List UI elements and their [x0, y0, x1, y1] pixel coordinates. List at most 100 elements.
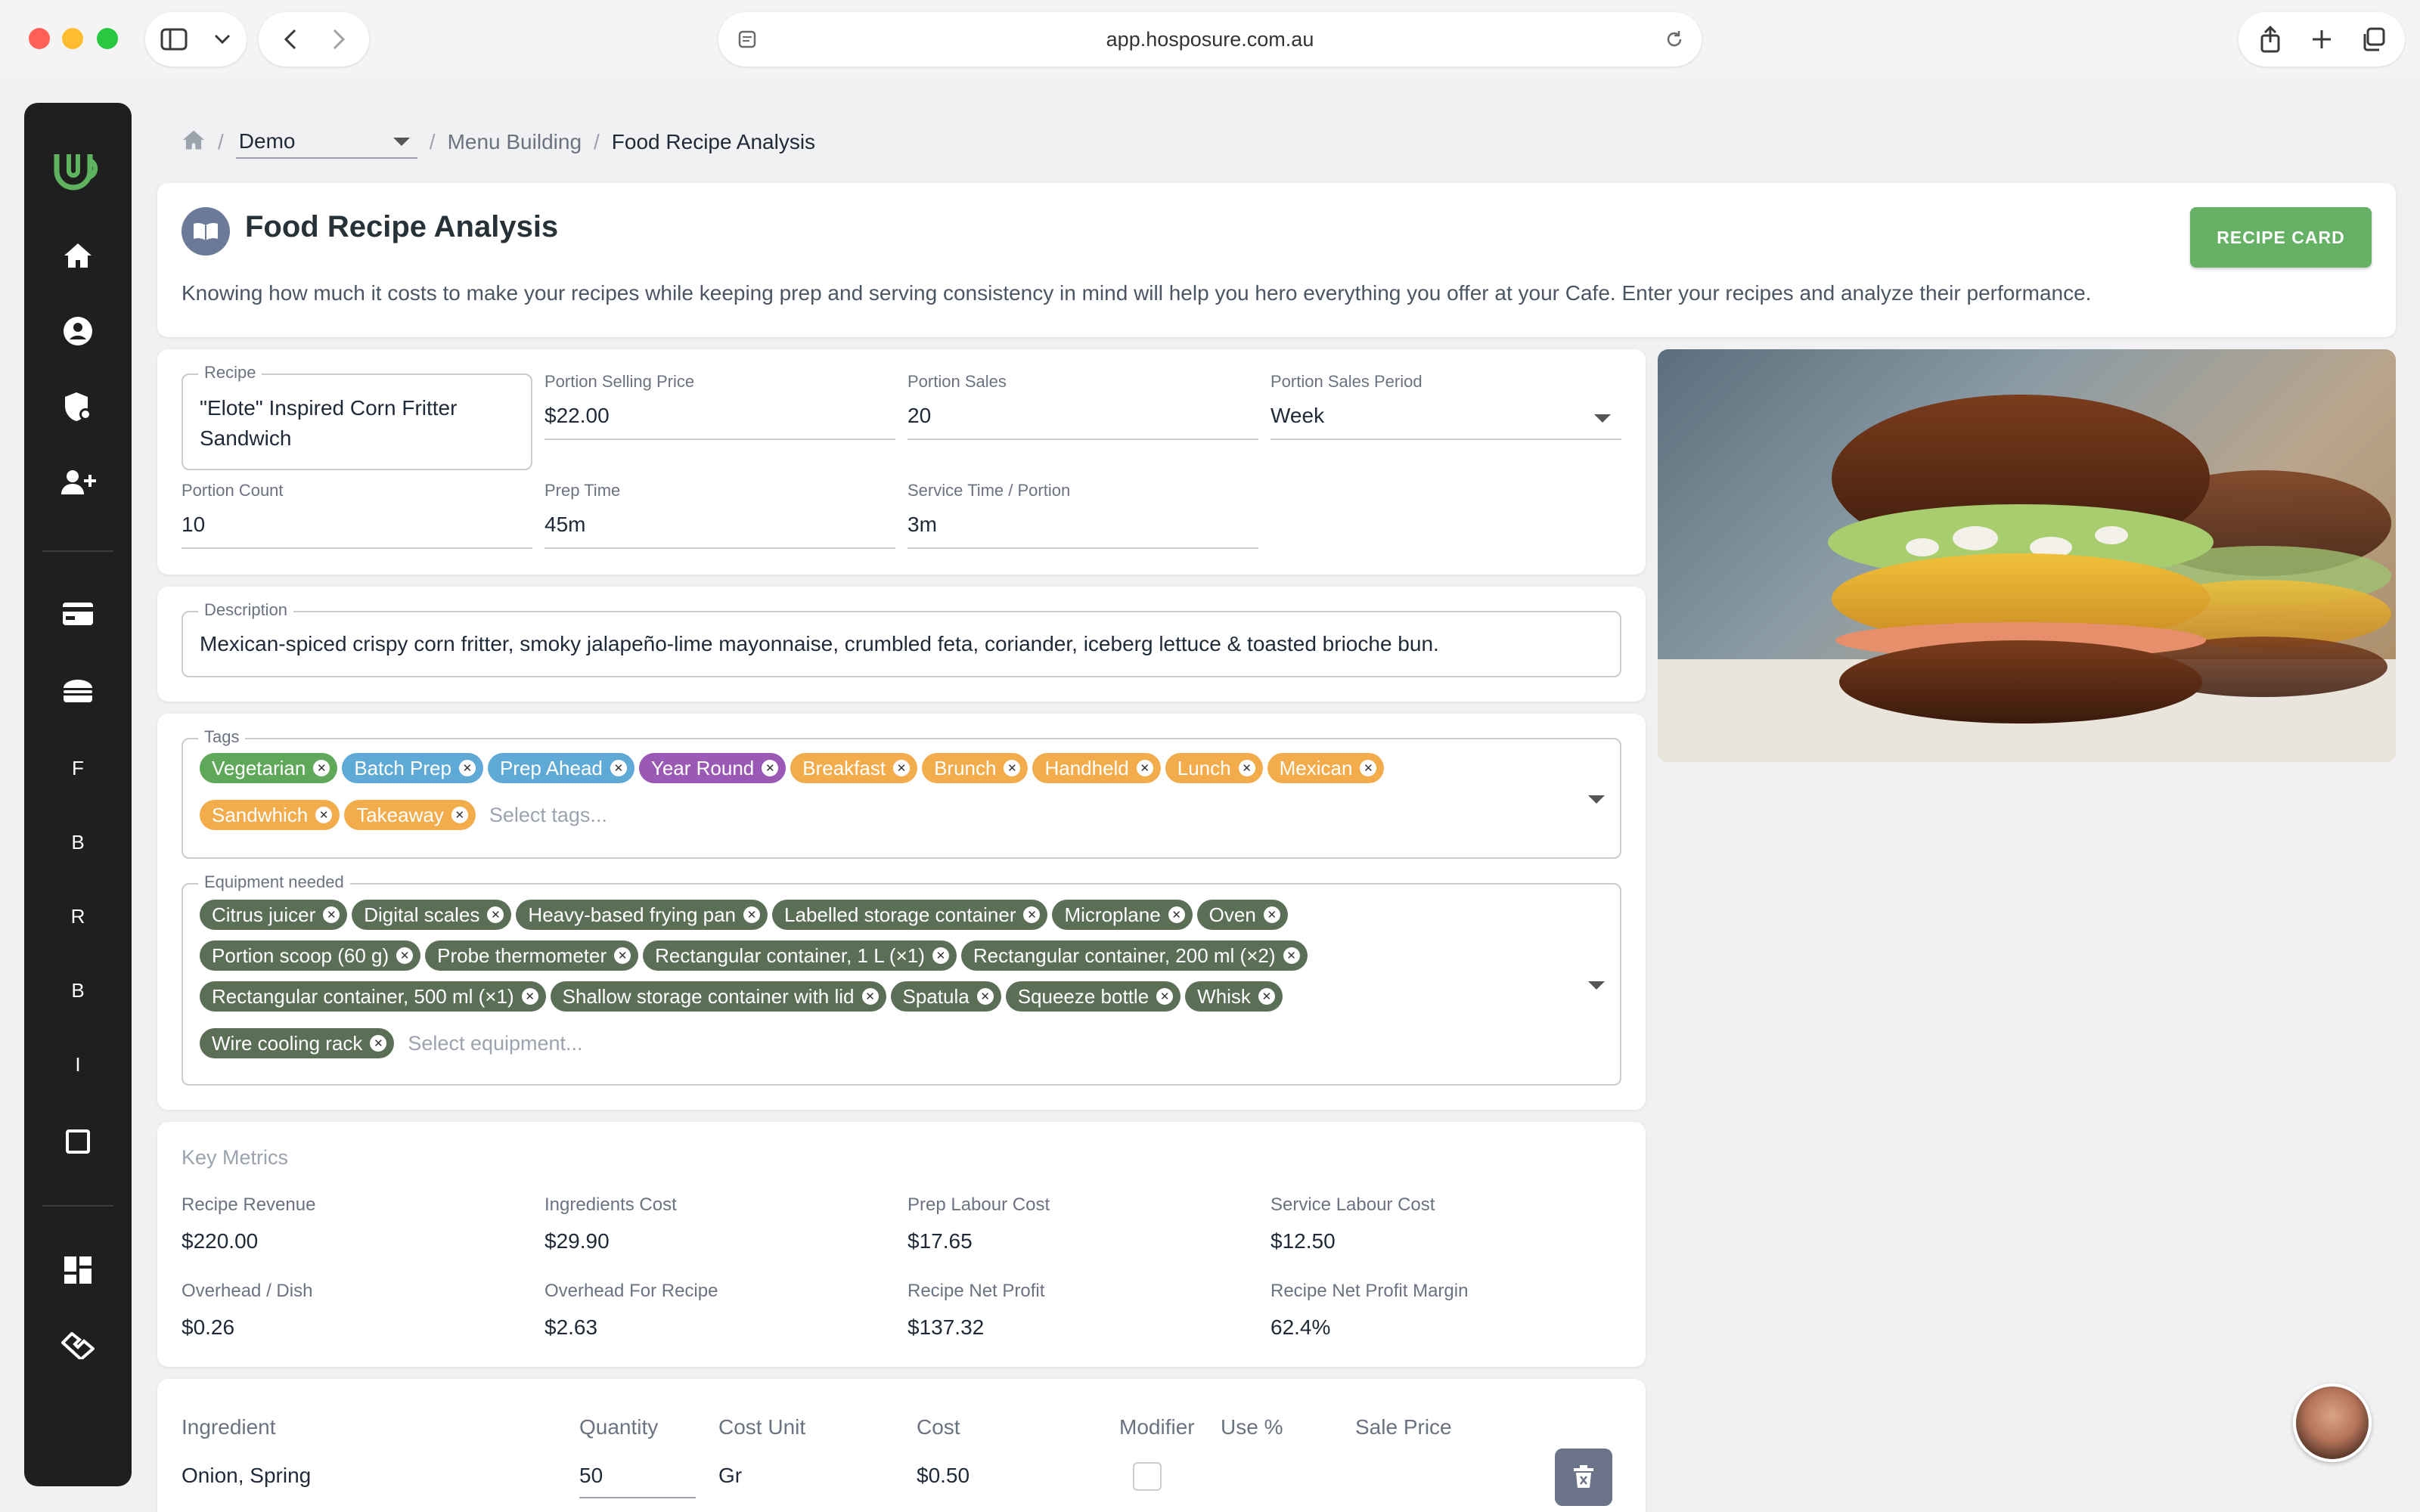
portion-count-field[interactable]: Portion Count 10	[182, 481, 532, 549]
close-window-button[interactable]	[29, 28, 50, 49]
modifier-checkbox[interactable]	[1133, 1462, 1162, 1491]
close-icon[interactable]: ✕	[932, 947, 949, 964]
recipe-card-button[interactable]: RECIPE CARD	[2190, 207, 2372, 268]
sidebar-item-b-2[interactable]: B	[71, 978, 85, 1002]
close-icon[interactable]: ✕	[323, 906, 340, 923]
sidebar-item-r[interactable]: R	[70, 904, 85, 928]
tags-select[interactable]: Tags Vegetarian ✕ Batch Prep ✕ Prep Ahead ✕…	[182, 727, 1621, 859]
payment-card-icon[interactable]	[24, 591, 132, 637]
tag-chip[interactable]: Batch Prep ✕	[342, 753, 483, 783]
equipment-chip[interactable]: Whisk ✕	[1185, 981, 1283, 1012]
address-bar[interactable]: app.hosposure.com.au	[718, 12, 1702, 67]
close-icon[interactable]: ✕	[1156, 988, 1174, 1005]
close-icon[interactable]: ✕	[743, 906, 761, 923]
close-icon[interactable]: ✕	[458, 760, 476, 776]
equipment-chip[interactable]: Labelled storage container ✕	[772, 900, 1048, 930]
equipment-chip[interactable]: Rectangular container, 500 ml (×1) ✕	[200, 981, 546, 1012]
close-icon[interactable]: ✕	[861, 988, 879, 1005]
app-logo-icon[interactable]	[24, 133, 132, 206]
equipment-chip[interactable]: Citrus juicer ✕	[200, 900, 348, 930]
equipment-chip[interactable]: Spatula ✕	[890, 981, 1001, 1012]
sidebar-toggle-icon[interactable]	[159, 24, 189, 54]
chevron-down-icon[interactable]	[207, 24, 237, 54]
portion-selling-price-field[interactable]: Portion Selling Price $22.00	[544, 372, 895, 440]
shield-lock-icon[interactable]	[24, 384, 132, 429]
portion-sales-period-select[interactable]: Portion Sales Period Week	[1270, 372, 1621, 440]
prep-time-field[interactable]: Prep Time 45m	[544, 481, 895, 549]
chevron-down-icon[interactable]	[1588, 981, 1605, 990]
support-chat-avatar[interactable]	[2293, 1383, 2372, 1462]
home-breadcrumb-icon[interactable]	[182, 129, 206, 156]
close-icon[interactable]: ✕	[396, 947, 414, 964]
tag-chip[interactable]: Prep Ahead ✕	[487, 753, 634, 783]
sidebar-item-b[interactable]: B	[71, 830, 85, 854]
ingredient-quantity-input[interactable]: 50	[579, 1464, 696, 1498]
close-icon[interactable]: ✕	[893, 760, 911, 776]
equipment-chip[interactable]: Wire cooling rack ✕	[200, 1028, 395, 1058]
equipment-chip[interactable]: Probe thermometer ✕	[425, 940, 639, 971]
equipment-placeholder[interactable]: Select equipment...	[408, 1031, 583, 1055]
close-icon[interactable]: ✕	[614, 947, 631, 964]
close-icon[interactable]: ✕	[1360, 760, 1377, 776]
tag-chip[interactable]: Breakfast ✕	[790, 753, 918, 783]
tag-chip[interactable]: Takeaway ✕	[344, 800, 476, 830]
page-settings-icon[interactable]	[734, 26, 761, 53]
square-icon[interactable]	[24, 1119, 132, 1164]
close-icon[interactable]: ✕	[315, 807, 333, 823]
add-user-icon[interactable]	[24, 460, 132, 505]
ingredient-cost-unit[interactable]: Gr	[718, 1464, 743, 1487]
tag-chip[interactable]: Mexican ✕	[1267, 753, 1385, 783]
forward-arrow-icon[interactable]	[324, 24, 354, 54]
equipment-select[interactable]: Equipment needed Citrus juicer ✕ Digital …	[182, 872, 1621, 1086]
tag-chip[interactable]: Lunch ✕	[1165, 753, 1263, 783]
venue-select[interactable]: Demo	[235, 125, 417, 159]
tag-chip[interactable]: Brunch ✕	[922, 753, 1028, 783]
close-icon[interactable]: ✕	[1258, 988, 1275, 1005]
ingredient-name[interactable]: Onion, Spring	[182, 1464, 312, 1487]
equipment-chip[interactable]: Heavy-based frying pan ✕	[516, 900, 768, 930]
close-icon[interactable]: ✕	[521, 988, 538, 1005]
close-icon[interactable]: ✕	[487, 906, 504, 923]
tag-chip[interactable]: Vegetarian ✕	[200, 753, 338, 783]
tag-chip[interactable]: Handheld ✕	[1032, 753, 1161, 783]
equipment-chip[interactable]: Portion scoop (60 g) ✕	[200, 940, 421, 971]
close-icon[interactable]: ✕	[1168, 906, 1185, 923]
breadcrumb-menu-building[interactable]: Menu Building	[447, 130, 582, 153]
close-icon[interactable]: ✕	[451, 807, 468, 823]
equipment-chip[interactable]: Shallow storage container with lid ✕	[550, 981, 886, 1012]
close-icon[interactable]: ✕	[313, 760, 330, 776]
sidebar-item-f[interactable]: F	[72, 756, 84, 779]
service-time-field[interactable]: Service Time / Portion 3m	[908, 481, 1258, 549]
back-arrow-icon[interactable]	[275, 24, 306, 54]
recipe-name-field[interactable]: Recipe "Elote" Inspired Corn Fritter San…	[182, 363, 532, 470]
equipment-chip[interactable]: Digital scales ✕	[352, 900, 512, 930]
tags-placeholder[interactable]: Select tags...	[489, 803, 607, 826]
close-icon[interactable]: ✕	[1283, 947, 1300, 964]
tag-chip[interactable]: Year Round ✕	[638, 753, 786, 783]
reload-icon[interactable]	[1661, 26, 1688, 53]
close-icon[interactable]: ✕	[762, 760, 779, 776]
close-icon[interactable]: ✕	[1136, 760, 1153, 776]
close-icon[interactable]: ✕	[610, 760, 627, 776]
minimize-window-button[interactable]	[62, 28, 83, 49]
close-icon[interactable]: ✕	[1023, 906, 1041, 923]
close-icon[interactable]: ✕	[370, 1035, 387, 1052]
burger-icon[interactable]	[24, 668, 132, 714]
handshake-icon[interactable]	[24, 1323, 132, 1368]
maximize-window-button[interactable]	[97, 28, 118, 49]
tab-overview-icon[interactable]	[2356, 23, 2390, 56]
portion-sales-field[interactable]: Portion Sales 20	[908, 372, 1258, 440]
equipment-chip[interactable]: Squeeze bottle ✕	[1005, 981, 1181, 1012]
chevron-down-icon[interactable]	[1588, 795, 1605, 804]
equipment-chip[interactable]: Oven ✕	[1196, 900, 1288, 930]
close-icon[interactable]: ✕	[1263, 906, 1280, 923]
new-tab-icon[interactable]	[2305, 23, 2338, 56]
equipment-chip[interactable]: Microplane ✕	[1052, 900, 1193, 930]
delete-ingredient-button[interactable]	[1555, 1448, 1612, 1506]
description-field[interactable]: Description Mexican-spiced crispy corn f…	[182, 600, 1621, 677]
equipment-chip[interactable]: Rectangular container, 1 L (×1) ✕	[643, 940, 957, 971]
dashboard-icon[interactable]	[24, 1247, 132, 1293]
close-icon[interactable]: ✕	[976, 988, 994, 1005]
tag-chip[interactable]: Sandwhich ✕	[200, 800, 340, 830]
home-icon[interactable]	[24, 233, 132, 278]
